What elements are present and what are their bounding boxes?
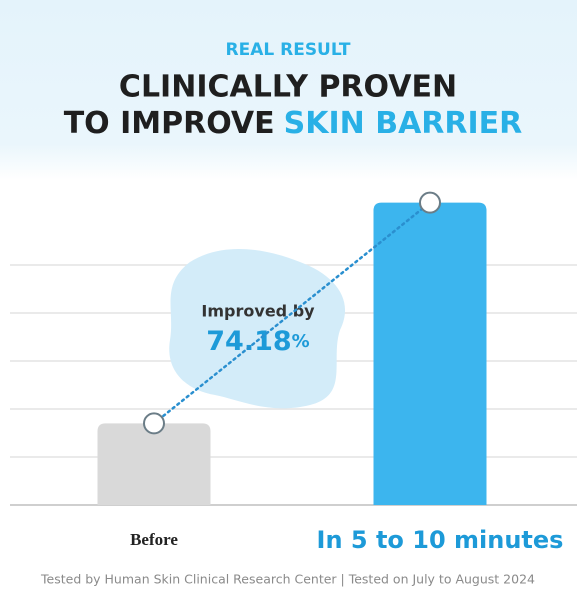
annotation-number: 74.18 (206, 326, 291, 357)
title-highlight: SKIN BARRIER (284, 106, 523, 141)
header-band (0, 0, 577, 180)
title-text: TO IMPROVE (64, 106, 275, 141)
annotation-value: 74.18% (206, 326, 309, 357)
kicker: REAL RESULT (226, 40, 351, 60)
annotation-unit: % (292, 331, 310, 352)
category-label: Before (130, 530, 178, 549)
bar (373, 202, 487, 505)
bar (97, 423, 211, 505)
trend-line (152, 201, 432, 425)
category-label: In 5 to 10 minutes (317, 526, 564, 554)
bars (97, 202, 487, 505)
point-marker (143, 412, 165, 435)
point-marker (419, 191, 441, 214)
title-line: TO IMPROVE SKIN BARRIER (64, 106, 523, 141)
callout-blob (169, 248, 346, 409)
title-line: CLINICALLY PROVEN (119, 70, 457, 105)
annotation-label: Improved by (201, 302, 315, 321)
footnote: Tested by Human Skin Clinical Research C… (40, 572, 535, 587)
